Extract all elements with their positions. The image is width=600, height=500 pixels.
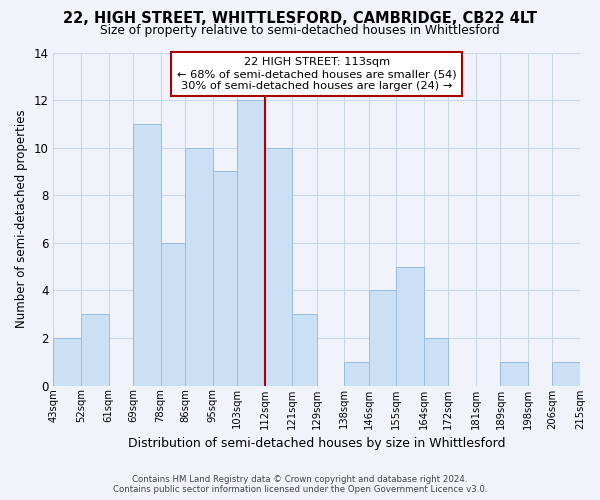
Bar [212, 172, 237, 386]
Text: 22, HIGH STREET, WHITTLESFORD, CAMBRIDGE, CB22 4LT: 22, HIGH STREET, WHITTLESFORD, CAMBRIDGE… [63, 11, 537, 26]
Bar [292, 314, 317, 386]
Bar [553, 362, 580, 386]
Bar [344, 362, 369, 386]
Bar [369, 290, 397, 386]
Text: 22 HIGH STREET: 113sqm
← 68% of semi-detached houses are smaller (54)
30% of sem: 22 HIGH STREET: 113sqm ← 68% of semi-det… [177, 58, 457, 90]
Bar [424, 338, 448, 386]
Bar [185, 148, 212, 386]
Y-axis label: Number of semi-detached properties: Number of semi-detached properties [15, 110, 28, 328]
Bar [397, 266, 424, 386]
Bar [133, 124, 161, 386]
X-axis label: Distribution of semi-detached houses by size in Whittlesford: Distribution of semi-detached houses by … [128, 437, 505, 450]
Bar [237, 100, 265, 386]
Bar [500, 362, 528, 386]
Bar [53, 338, 81, 386]
Text: Size of property relative to semi-detached houses in Whittlesford: Size of property relative to semi-detach… [100, 24, 500, 37]
Bar [81, 314, 109, 386]
Bar [265, 148, 292, 386]
Bar [161, 243, 185, 386]
Text: Contains HM Land Registry data © Crown copyright and database right 2024.
Contai: Contains HM Land Registry data © Crown c… [113, 474, 487, 494]
